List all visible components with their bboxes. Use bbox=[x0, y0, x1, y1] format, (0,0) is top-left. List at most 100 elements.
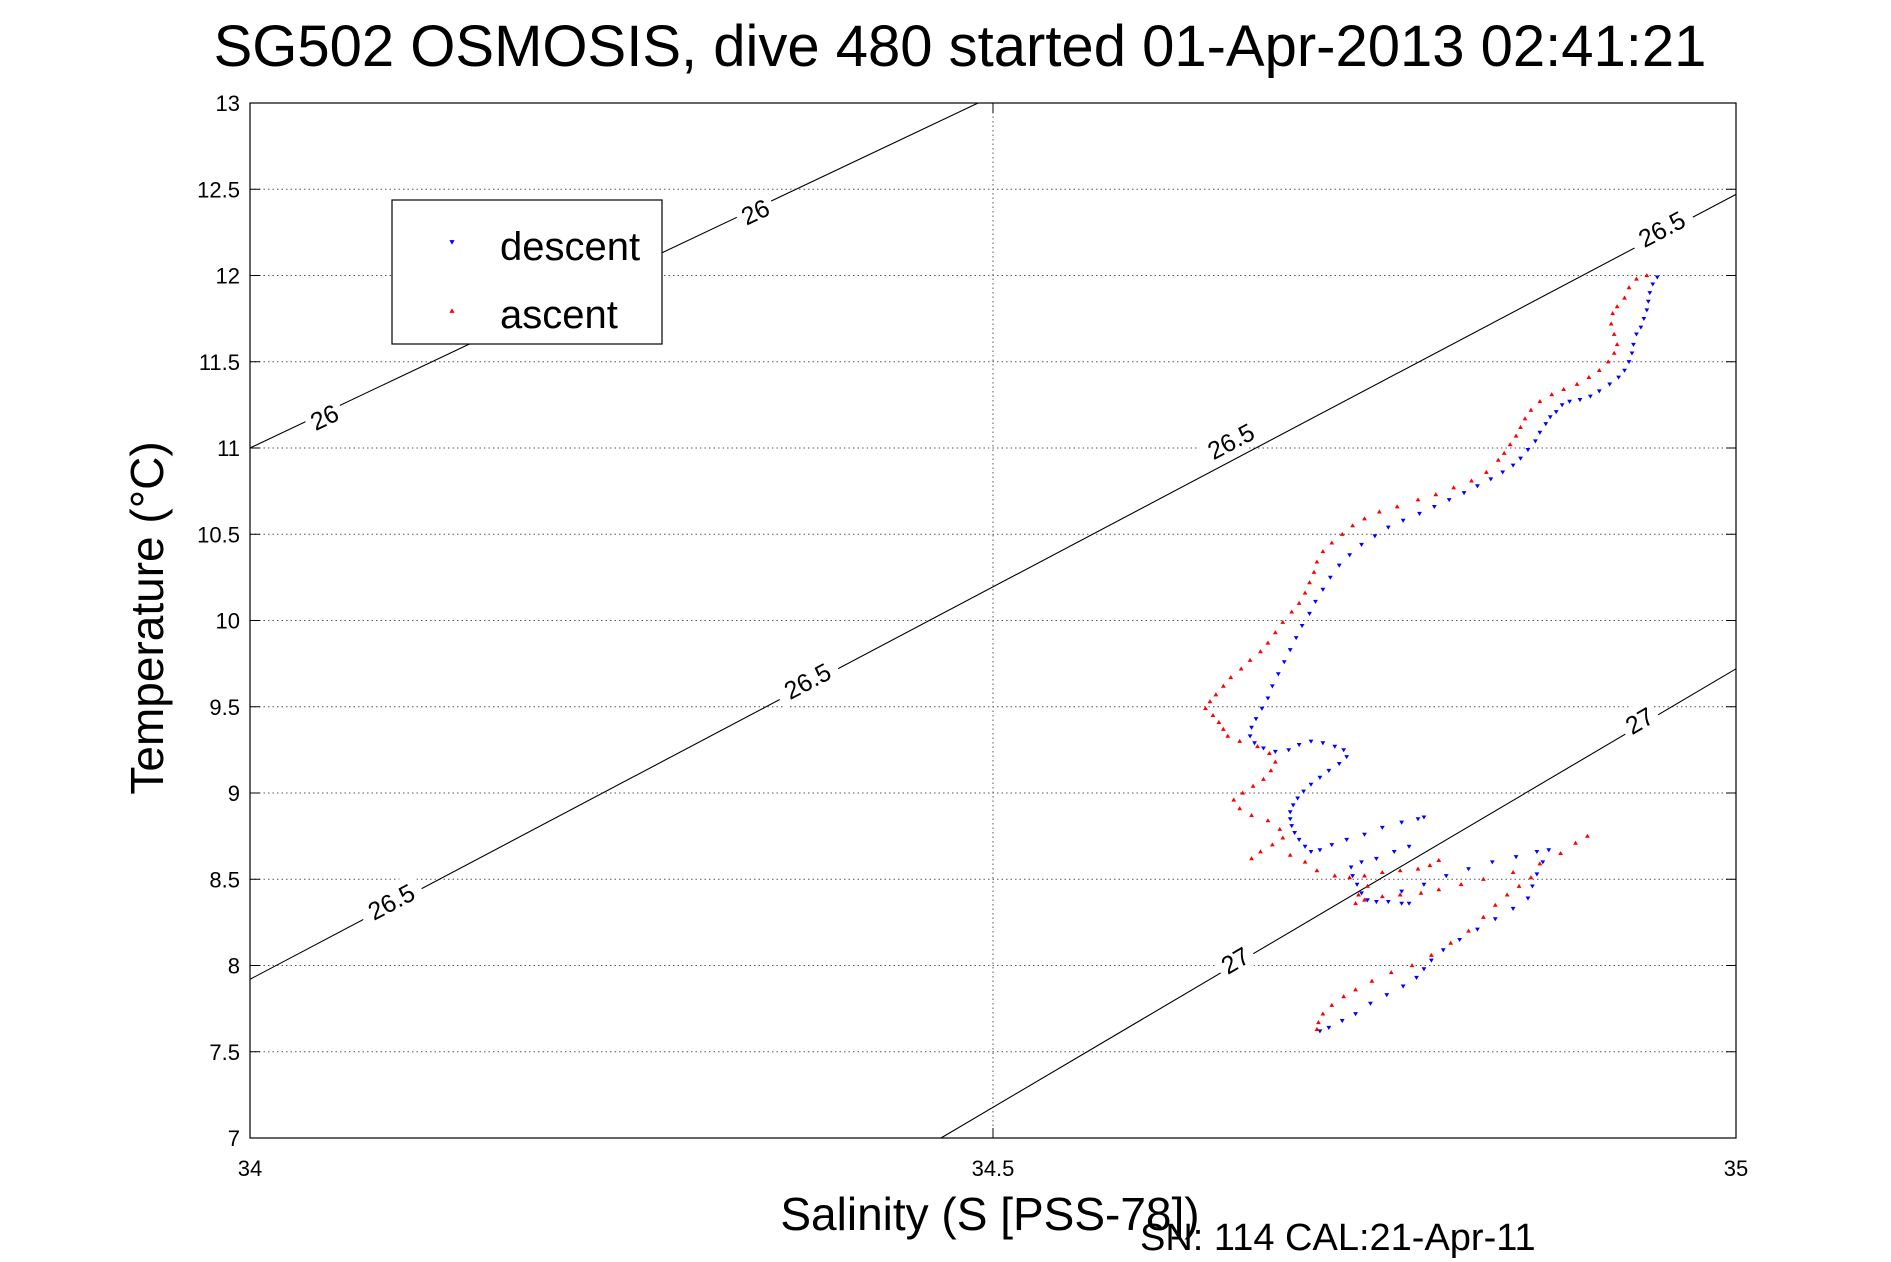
ascent-point bbox=[1528, 407, 1534, 412]
y-tick-label: 8.5 bbox=[209, 867, 240, 892]
descent-point bbox=[1543, 422, 1549, 427]
x-tick-label: 34.5 bbox=[972, 1156, 1015, 1181]
descent-point bbox=[1534, 872, 1540, 877]
descent-point bbox=[1293, 636, 1299, 641]
descent-point bbox=[1510, 906, 1516, 911]
density-contour-26.5 bbox=[249, 193, 1737, 980]
ascent-point bbox=[1427, 863, 1433, 868]
descent-point bbox=[1645, 299, 1651, 304]
descent-point bbox=[1326, 768, 1332, 773]
descent-point bbox=[1265, 696, 1271, 701]
descent-point bbox=[1391, 849, 1397, 855]
descent-point bbox=[1414, 975, 1419, 980]
ascent-point bbox=[1537, 861, 1543, 866]
x-tick-label: 35 bbox=[1724, 1156, 1748, 1181]
descent-point bbox=[1253, 717, 1259, 722]
ascent-point bbox=[1415, 866, 1421, 871]
ascent-point bbox=[1272, 759, 1278, 764]
ascent-point bbox=[1320, 1011, 1326, 1016]
descent-point bbox=[1440, 948, 1446, 953]
descent-point bbox=[1475, 927, 1480, 932]
descent-point bbox=[1546, 848, 1552, 853]
ascent-point bbox=[1356, 892, 1361, 897]
contour-label-gap bbox=[770, 651, 844, 709]
descent-point bbox=[1296, 837, 1302, 842]
ascent-point bbox=[1277, 826, 1283, 831]
ascent-point bbox=[1458, 882, 1464, 887]
descent-point bbox=[1626, 360, 1632, 365]
ascent-point bbox=[1611, 350, 1617, 355]
y-tick-label: 11 bbox=[217, 436, 240, 461]
descent-point bbox=[1326, 1025, 1332, 1030]
ascent-point bbox=[1231, 797, 1237, 802]
descent-point bbox=[1320, 587, 1326, 592]
ascent-point bbox=[1220, 683, 1226, 688]
descent-point bbox=[1540, 860, 1546, 865]
ascent-point bbox=[1289, 609, 1295, 614]
descent-point bbox=[1359, 542, 1364, 547]
ascent-point bbox=[1314, 559, 1320, 564]
descent-point bbox=[1339, 1019, 1345, 1024]
descent-point bbox=[1320, 741, 1326, 746]
descent-point bbox=[1336, 563, 1342, 568]
descent-point bbox=[1348, 865, 1354, 870]
ascent-point bbox=[1207, 699, 1213, 704]
descent-point bbox=[1647, 291, 1653, 296]
ascent-point bbox=[1237, 806, 1243, 811]
ascent-point bbox=[1549, 392, 1555, 397]
ascent-point bbox=[1203, 706, 1208, 711]
ascent-point bbox=[1266, 750, 1272, 756]
descent-point bbox=[1446, 498, 1452, 503]
descent-point bbox=[1290, 803, 1296, 808]
descent-point bbox=[1399, 901, 1405, 906]
descent-point bbox=[1489, 860, 1495, 865]
contour-label: 26 bbox=[300, 394, 348, 438]
ascent-point bbox=[1388, 970, 1394, 975]
descent-point bbox=[1296, 743, 1302, 748]
descent-point bbox=[1353, 1012, 1358, 1017]
contour-label: 26.5 bbox=[770, 651, 844, 709]
contour-label-gap bbox=[300, 394, 348, 438]
ascent-point bbox=[1287, 852, 1293, 857]
ascent-point bbox=[1480, 876, 1486, 881]
ascent-point bbox=[1296, 600, 1302, 605]
descent-point bbox=[1359, 860, 1364, 865]
serial-calibration-footer: SN: 114 CAL:21-Apr-11 bbox=[1140, 1217, 1536, 1259]
contour-label-gap bbox=[1194, 411, 1267, 469]
ascent-point bbox=[1626, 285, 1632, 290]
legend-marker-descent bbox=[449, 240, 455, 245]
descent-point bbox=[1344, 837, 1350, 842]
ascent-point bbox=[1268, 768, 1274, 773]
legend-ascent-triangle bbox=[449, 308, 455, 313]
ascent-point bbox=[1314, 1026, 1320, 1032]
descent-point bbox=[1329, 843, 1335, 848]
descent-point bbox=[1308, 739, 1314, 744]
density-contour-27 bbox=[940, 668, 1737, 1139]
ascent-point bbox=[1610, 311, 1616, 316]
descent-point bbox=[1327, 575, 1333, 580]
ascent-point bbox=[1558, 850, 1564, 856]
descent-point bbox=[1510, 463, 1516, 468]
descent-point bbox=[1587, 394, 1593, 399]
descent-point bbox=[1431, 504, 1437, 510]
descent-point bbox=[1417, 511, 1422, 516]
ascent-point bbox=[1574, 381, 1580, 386]
ascent-point bbox=[1433, 492, 1439, 497]
ascent-point bbox=[1258, 849, 1263, 854]
descent-point bbox=[1308, 782, 1314, 787]
ascent-point bbox=[1269, 842, 1275, 847]
ascent-point bbox=[1320, 549, 1326, 554]
ascent-point bbox=[1614, 342, 1620, 347]
descent-point bbox=[1295, 796, 1301, 801]
descent-point bbox=[1399, 820, 1405, 825]
descent-point bbox=[1332, 744, 1338, 749]
descent-point bbox=[1461, 491, 1467, 496]
ascent-point bbox=[1249, 856, 1254, 861]
descent-point bbox=[1336, 761, 1342, 767]
descent-point bbox=[1347, 553, 1353, 558]
descent-point bbox=[1301, 789, 1306, 794]
descent-point bbox=[1317, 775, 1323, 780]
ascent-point bbox=[1316, 1020, 1321, 1025]
ascent-point bbox=[1409, 963, 1415, 968]
